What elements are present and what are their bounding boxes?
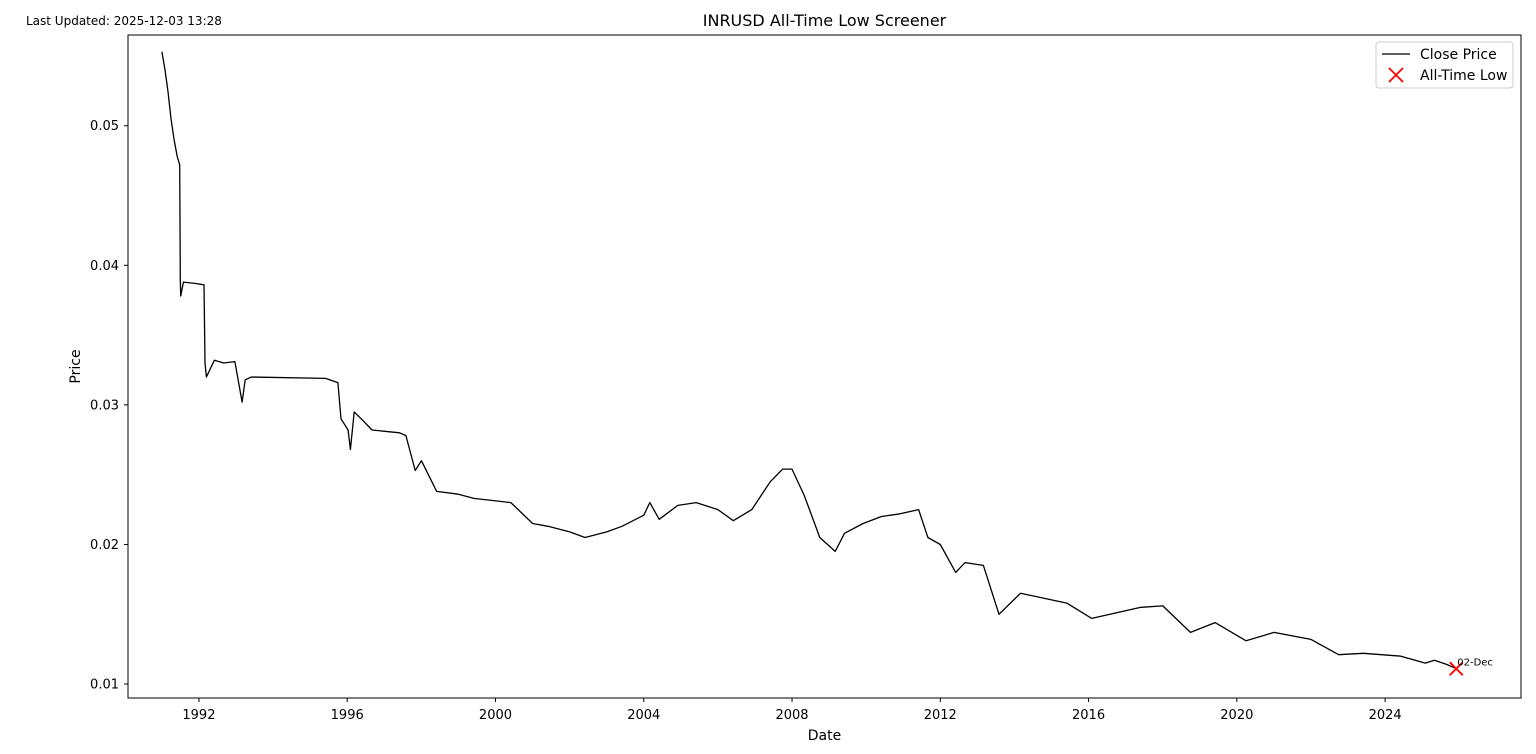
plot-frame: [127, 34, 1522, 699]
y-tick-label: 0.03: [90, 398, 119, 413]
y-axis-ticks: 0.01 0.02 0.03 0.04 0.05: [90, 119, 128, 693]
y-axis-label: Price: [68, 349, 84, 383]
legend-box: [1375, 41, 1514, 89]
all-time-low-annotation: 02-Dec: [1457, 658, 1493, 669]
x-tick-label: 1992: [182, 708, 215, 723]
x-tick-label: 1996: [331, 708, 364, 723]
legend: Close Price All-Time Low: [1375, 41, 1514, 89]
y-tick-label: 0.02: [90, 538, 119, 553]
last-updated-text: Last Updated: 2025-12-03 13:28: [26, 14, 222, 28]
x-tick-label: 2004: [627, 708, 660, 723]
all-time-low-marker: [1449, 661, 1464, 676]
x-tick-label: 2008: [775, 708, 808, 723]
chart-title: INRUSD All-Time Low Screener: [703, 11, 947, 30]
x-tick-label: 2012: [924, 708, 957, 723]
x-axis-ticks: 1992 1996 2000 2004 2008 2012 2016 2020 2024: [182, 698, 1402, 723]
x-tick-label: 2024: [1369, 708, 1402, 723]
x-tick-label: 2020: [1220, 708, 1253, 723]
x-tick-label: 2000: [479, 708, 512, 723]
legend-label-all-time-low: All-Time Low: [1420, 68, 1507, 84]
y-tick-label: 0.01: [90, 678, 119, 693]
legend-x-marker-icon: [1388, 67, 1404, 83]
x-tick-label: 2016: [1072, 708, 1105, 723]
close-price-line: [161, 51, 1457, 670]
y-tick-label: 0.04: [90, 259, 119, 274]
y-tick-label: 0.05: [90, 119, 119, 134]
series-layer: 02-Dec: [161, 51, 1493, 676]
legend-label-close-price: Close Price: [1420, 47, 1497, 63]
x-axis-label: Date: [808, 728, 841, 744]
